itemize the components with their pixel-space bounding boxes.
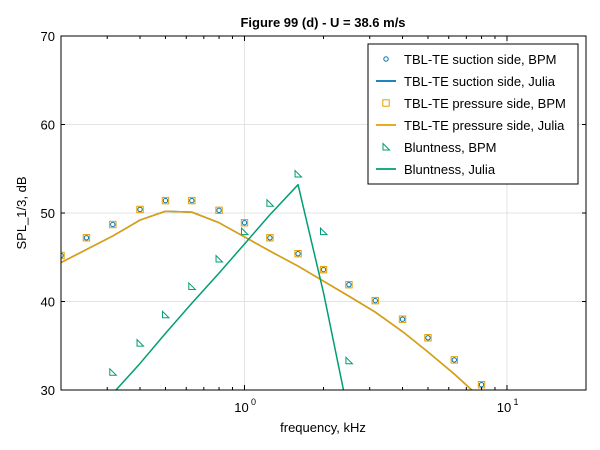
legend-box bbox=[367, 43, 579, 185]
legend-entry-label: TBL-TE suction side, BPM bbox=[404, 52, 556, 67]
legend-marker-swatch bbox=[382, 99, 390, 107]
series-0-point bbox=[216, 207, 222, 214]
series-2-point bbox=[319, 265, 328, 274]
series-0-point bbox=[267, 235, 273, 241]
data-series bbox=[61, 169, 486, 390]
series-0-point bbox=[110, 221, 116, 228]
series-line-3 bbox=[61, 210, 473, 390]
series-2-point bbox=[188, 196, 196, 205]
series-2-point bbox=[294, 250, 302, 258]
y-tick-label: 40 bbox=[41, 295, 55, 310]
series-2-point bbox=[109, 220, 117, 229]
y-tick-label: 30 bbox=[41, 383, 55, 398]
series-2-point bbox=[61, 251, 65, 260]
series-0-point bbox=[162, 197, 169, 204]
legend-marker-swatch bbox=[382, 142, 391, 151]
series-4-point bbox=[136, 338, 145, 347]
x-tick-label: 10 bbox=[234, 400, 248, 415]
legend-entry-label: TBL-TE pressure side, Julia bbox=[404, 118, 565, 133]
series-4-point bbox=[320, 226, 329, 236]
series-2-point bbox=[450, 356, 459, 364]
series-0-point bbox=[346, 281, 352, 288]
series-0-point bbox=[61, 252, 64, 259]
series-0-point bbox=[425, 335, 431, 341]
series-0-point bbox=[83, 235, 90, 241]
series-2-point bbox=[371, 296, 379, 305]
series-0-point bbox=[320, 266, 327, 273]
series-2-point bbox=[424, 334, 432, 342]
series-4-point bbox=[240, 226, 250, 236]
series-0-point bbox=[137, 206, 143, 213]
series-2-point bbox=[345, 280, 353, 289]
series-0-point bbox=[372, 297, 378, 304]
y-tick-label: 70 bbox=[41, 29, 55, 44]
y-tick-label: 50 bbox=[41, 206, 55, 221]
series-4-point bbox=[215, 254, 224, 263]
series-2-point bbox=[82, 234, 91, 242]
series-0-point bbox=[241, 220, 248, 226]
series-2-point bbox=[161, 196, 170, 205]
x-tick-label-exponent: 1 bbox=[513, 397, 518, 407]
series-4-point bbox=[161, 310, 171, 319]
legend-entry-label: TBL-TE suction side, Julia bbox=[404, 74, 556, 89]
series-4-point bbox=[188, 281, 197, 290]
series-0-point bbox=[478, 381, 485, 388]
legend-entry-label: Bluntness, BPM bbox=[404, 140, 497, 155]
x-tick-label: 10 bbox=[497, 400, 511, 415]
series-line-5 bbox=[114, 183, 345, 390]
legend-marker-swatch bbox=[383, 56, 389, 62]
x-tick-label-exponent: 0 bbox=[251, 397, 256, 407]
series-2-point bbox=[136, 205, 144, 214]
series-4-point bbox=[294, 169, 303, 178]
series-0-point bbox=[189, 197, 195, 204]
series-4-point bbox=[109, 367, 118, 376]
series-0-point bbox=[295, 251, 301, 257]
series-0-point bbox=[451, 357, 458, 363]
series-2-point bbox=[266, 234, 274, 242]
chart-title: Figure 99 (d) - U = 38.6 m/s bbox=[240, 15, 405, 30]
legend-entry-label: Bluntness, Julia bbox=[404, 162, 496, 177]
legend-entry-label: TBL-TE pressure side, BPM bbox=[404, 96, 566, 111]
x-axis-label: frequency, kHz bbox=[280, 420, 366, 435]
series-4-point bbox=[266, 198, 275, 207]
series-2-point bbox=[240, 219, 249, 227]
y-tick-label: 60 bbox=[41, 118, 55, 133]
y-axis-label: SPL_1/3, dB bbox=[14, 177, 29, 250]
series-2-point bbox=[398, 315, 407, 323]
series-4-point bbox=[345, 356, 354, 365]
legend: TBL-TE suction side, BPM TBL-TE suction s… bbox=[367, 43, 579, 185]
series-2-point bbox=[215, 206, 223, 215]
series-0-point bbox=[399, 316, 406, 322]
